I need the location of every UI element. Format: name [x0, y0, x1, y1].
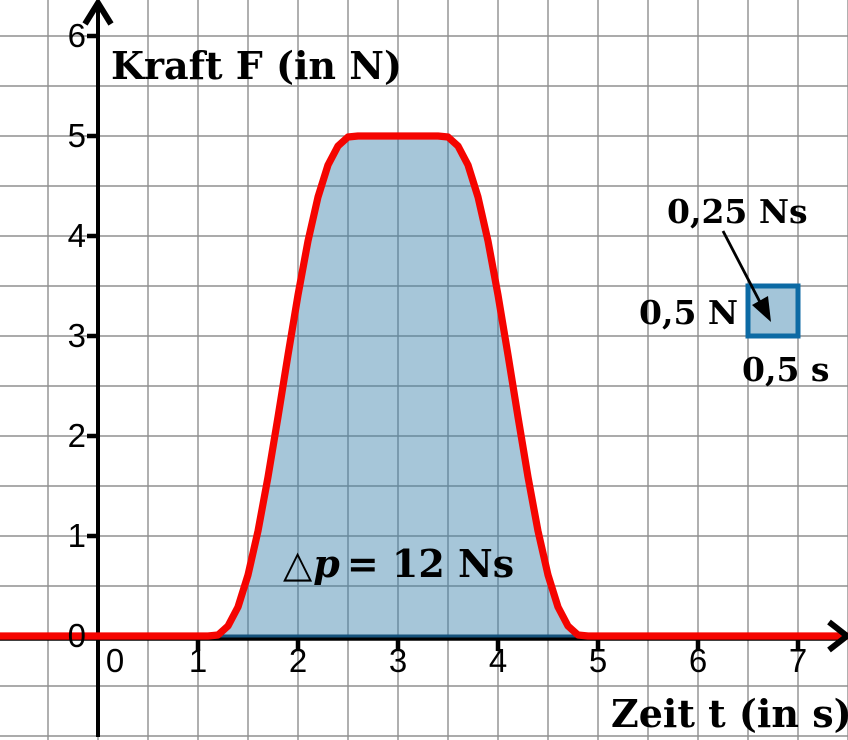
y-tick-label: 4 — [67, 217, 86, 254]
x-tick-label: 1 — [188, 642, 208, 679]
legend-time-label: 0,5 s — [742, 350, 830, 389]
x-tick-label: 2 — [288, 642, 308, 679]
legend-area-label: 0,25 Ns — [667, 192, 808, 231]
impulse-variable: p — [313, 541, 340, 586]
y-tick-label: 5 — [67, 117, 86, 154]
x-tick-label: 5 — [588, 642, 608, 679]
x-axis-arrow-icon — [827, 619, 848, 653]
force-curve — [0, 132, 848, 640]
x-tick-label: 3 — [388, 642, 408, 679]
x-tick-label: 4 — [488, 642, 508, 679]
x-tick-label: 6 — [688, 642, 708, 679]
legend-force-label: 0,5 N — [639, 293, 739, 332]
y-tick-label: 6 — [67, 17, 86, 54]
impulse-value: = 12 Ns — [346, 541, 515, 586]
y-tick-label: 0 — [67, 617, 86, 654]
x-axis — [0, 637, 841, 651]
y-axis-title: Kraft F (in N) — [111, 43, 402, 88]
annotation-arrow-icon — [721, 230, 771, 322]
impulse-label: △p = 12 Ns — [283, 543, 514, 585]
y-tick-label: 3 — [67, 317, 86, 354]
x-tick-label: 7 — [788, 642, 808, 679]
axis-arrowheads — [82, 0, 848, 653]
delta-symbol: △ — [283, 541, 313, 586]
y-tick-label: 2 — [67, 417, 86, 454]
y-axis-arrow-icon — [82, 0, 114, 26]
y-axis — [87, 8, 100, 737]
x-tick-label: 0 — [105, 642, 125, 679]
y-tick-label: 1 — [67, 517, 86, 554]
x-axis-title: Zeit t (in s) — [611, 691, 848, 736]
